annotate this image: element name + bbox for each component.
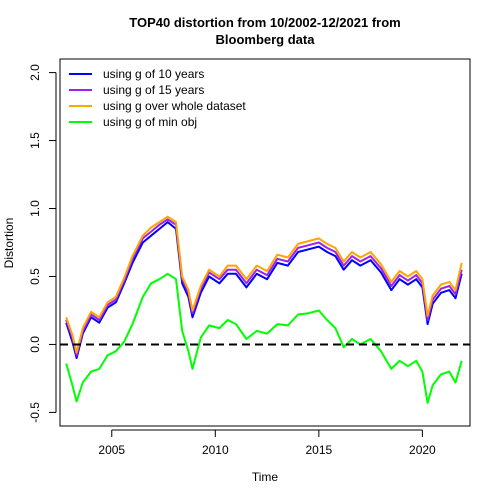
series-layer — [65, 215, 463, 404]
y-tick-label: 0.0 — [28, 336, 42, 353]
plot-frame — [59, 58, 471, 427]
x-tick-label: 2020 — [409, 443, 436, 457]
x-axis: 2005 2010 2015 2020 — [98, 429, 436, 457]
legend: using g of 10 years using g of 15 years us… — [69, 67, 246, 129]
legend-label: using g of 10 years — [103, 67, 204, 81]
y-tick-label: -0.5 — [28, 402, 42, 423]
chart-title-line-2: Bloomberg data — [216, 32, 316, 47]
chart-title: TOP40 distortion from 10/2002-12/2021 fr… — [129, 15, 400, 47]
legend-label: using g of 15 years — [103, 83, 204, 97]
series-line-4 — [65, 272, 463, 404]
legend-label: using g of min obj — [103, 115, 197, 129]
y-tick-label: 2.0 — [28, 64, 42, 81]
legend-label: using g over whole dataset — [103, 99, 246, 113]
x-tick-label: 2010 — [202, 443, 229, 457]
series-line-2 — [65, 218, 463, 357]
y-tick-label: 0.5 — [28, 268, 42, 285]
series-line-3 — [65, 215, 463, 354]
y-tick-label: 1.5 — [28, 132, 42, 149]
series-line-1 — [65, 221, 463, 359]
x-tick-label: 2005 — [98, 443, 125, 457]
y-axis: -0.5 0.0 0.5 1.0 1.5 2.0 — [28, 64, 57, 423]
y-axis-label: Distortion — [2, 218, 16, 269]
x-tick-label: 2015 — [305, 443, 332, 457]
x-axis-label: Time — [252, 470, 279, 484]
chart-title-line-1: TOP40 distortion from 10/2002-12/2021 fr… — [129, 15, 400, 30]
y-tick-label: 1.0 — [28, 200, 42, 217]
